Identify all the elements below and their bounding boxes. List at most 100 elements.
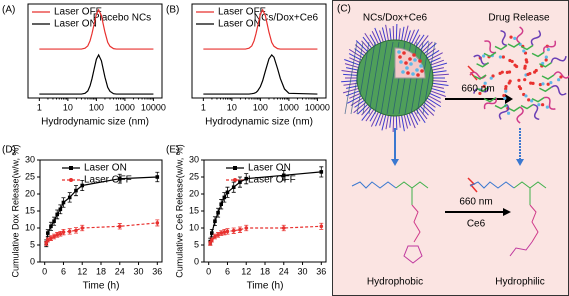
arrow-head [516, 159, 524, 166]
spike [430, 82, 449, 87]
spike [426, 94, 442, 103]
spike [410, 110, 419, 125]
y-tick-label: 0 [194, 256, 199, 266]
x-tick-label: 100 [89, 102, 104, 112]
drug [518, 86, 523, 91]
arrow [445, 208, 511, 216]
marker [61, 230, 66, 234]
polymer [539, 62, 552, 68]
spike [347, 94, 364, 104]
polymer [498, 104, 510, 120]
spike [420, 41, 433, 54]
x-tick-label: 30 [134, 266, 144, 276]
arrow-label: 660 nm [461, 84, 494, 95]
spike [357, 102, 370, 115]
spike [381, 27, 387, 44]
drug [505, 70, 509, 74]
spike [425, 50, 440, 60]
marker [281, 226, 286, 230]
y-tick-label: 25 [25, 171, 35, 181]
drug [522, 49, 526, 53]
legend-marker [69, 166, 73, 170]
spike [348, 53, 364, 62]
structure [411, 204, 421, 243]
drug [406, 71, 410, 75]
x-tick-label: 100 [253, 102, 268, 112]
spike [428, 89, 446, 97]
polymer [476, 62, 490, 68]
x-tick-label: 24 [279, 266, 289, 276]
spike [430, 80, 447, 83]
y-axis-label: Cumulative Dox Release(w/w, %) [10, 144, 20, 277]
hatch [356, 41, 370, 115]
x-axis-label: Hydrodynamic size (nm) [205, 117, 313, 128]
marker [74, 228, 78, 233]
y-tick-label: 10 [189, 222, 199, 232]
drug [544, 55, 548, 59]
spike [375, 111, 382, 127]
polymer [541, 74, 555, 80]
drug [541, 82, 545, 86]
marker [117, 176, 122, 181]
polymer [550, 85, 567, 96]
marker [244, 226, 249, 230]
spike [408, 29, 415, 45]
x-tick-label: 6 [61, 266, 66, 276]
drug [413, 58, 417, 62]
spike [400, 113, 405, 132]
x-tick-label: 10 [63, 102, 73, 112]
hatch [368, 41, 382, 115]
y-tick-label: 15 [189, 205, 199, 215]
drug [409, 62, 413, 66]
drug [559, 75, 563, 79]
y-axis-label: Cumulative Ce6 Release(w/w, %) [174, 144, 184, 278]
drug [399, 60, 403, 64]
marker [213, 219, 217, 223]
hatch [344, 41, 358, 115]
marker [49, 224, 53, 229]
marker [58, 231, 63, 236]
drug [523, 51, 528, 55]
spike [354, 44, 368, 56]
spike [403, 112, 409, 129]
drug [420, 69, 424, 73]
marker [210, 231, 214, 235]
arrow-head [391, 159, 399, 166]
legend-label: Laser OFF [248, 175, 296, 186]
polymer [469, 71, 487, 79]
marker [55, 212, 60, 217]
drug [482, 54, 486, 58]
legend-label: Laser ON [54, 19, 97, 30]
spike [343, 82, 360, 86]
polymer [473, 74, 487, 80]
line [203, 8, 318, 50]
line [203, 53, 318, 95]
marker [55, 233, 60, 237]
drug [529, 81, 533, 85]
drug [503, 96, 507, 100]
drug [544, 58, 548, 62]
marker [117, 224, 122, 229]
spike [342, 87, 361, 94]
drug [534, 68, 538, 73]
drug [416, 73, 420, 77]
panel-label: (A) [2, 5, 15, 16]
legend-label: Laser ON [84, 163, 127, 174]
structure [469, 181, 515, 189]
y-tick-label: 20 [25, 188, 35, 198]
y-tick-label: 5 [194, 239, 199, 249]
drug [545, 105, 549, 109]
spike [410, 29, 420, 46]
diagram-label: Drug Release [488, 13, 550, 24]
drug [408, 57, 412, 61]
drug [419, 64, 423, 68]
polymer [550, 56, 567, 63]
drug [523, 78, 527, 82]
drug [405, 66, 409, 70]
marker [52, 219, 56, 223]
marker [219, 202, 224, 206]
marker [67, 229, 72, 234]
structure [403, 245, 423, 264]
drug [401, 70, 405, 74]
